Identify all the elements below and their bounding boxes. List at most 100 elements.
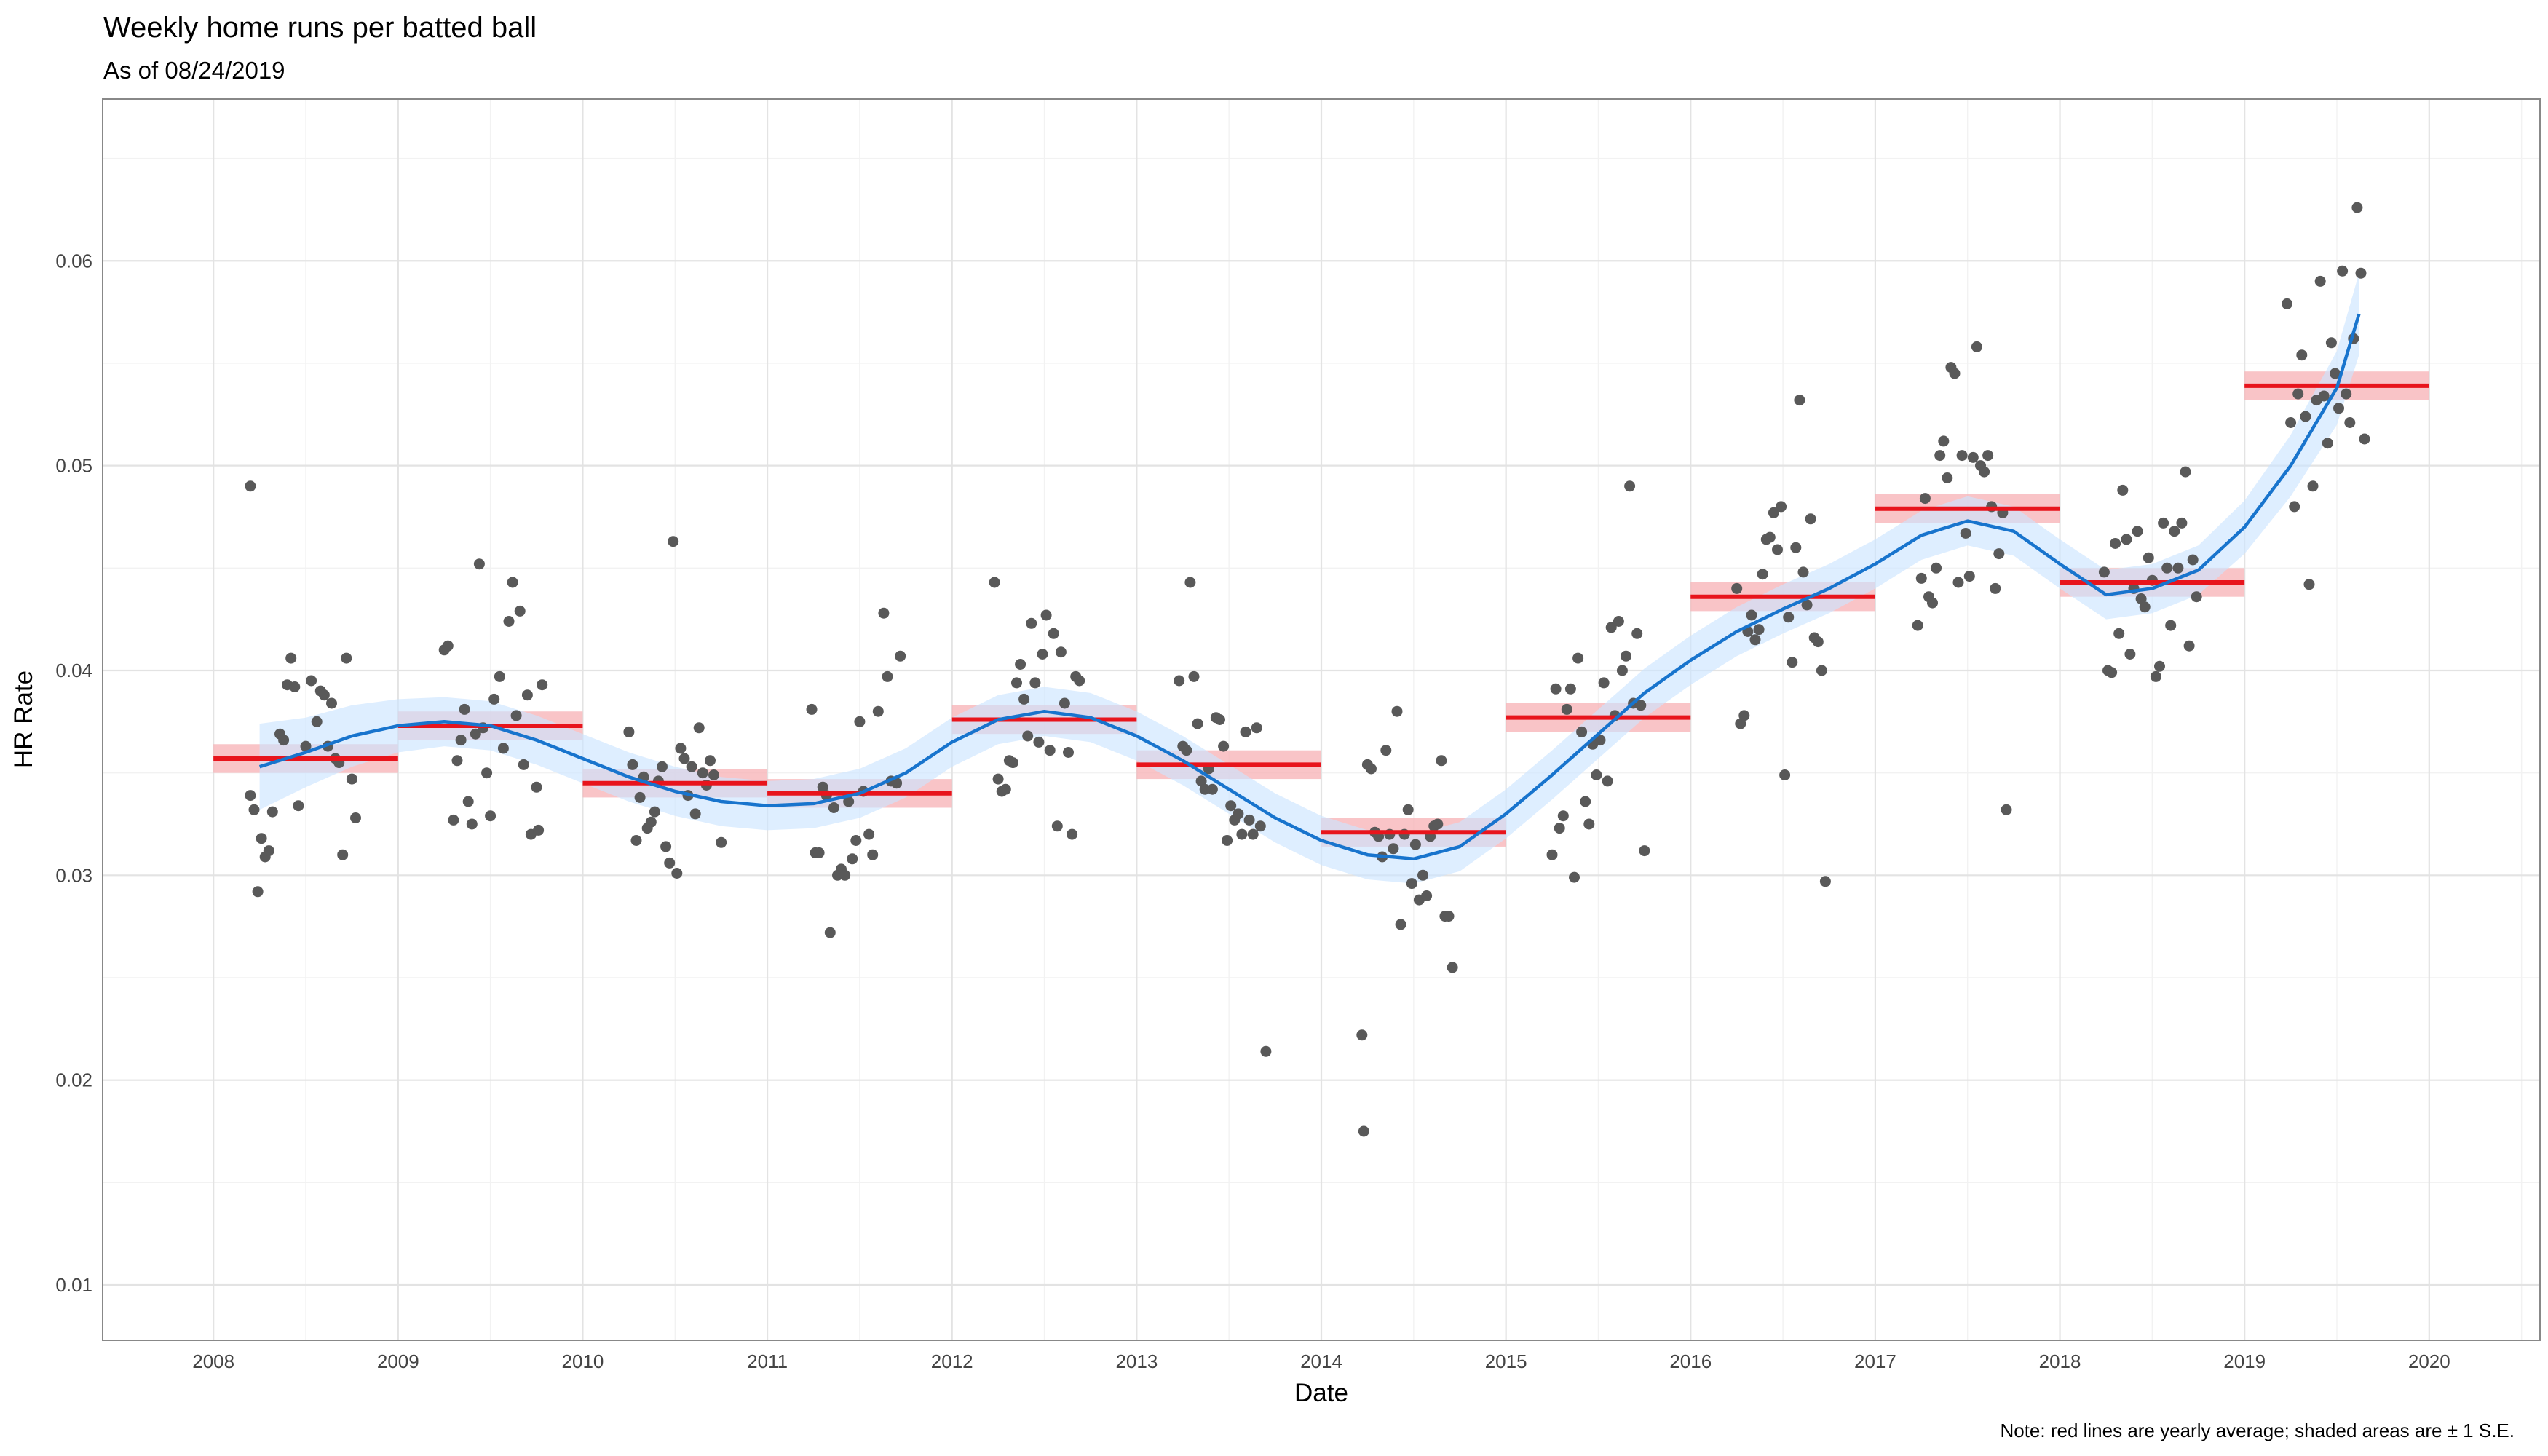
data-point (2282, 298, 2292, 309)
data-point (1572, 652, 1584, 664)
x-tick-label: 2018 (2039, 1350, 2081, 1372)
data-point (1240, 726, 1251, 737)
data-point (1192, 718, 1203, 729)
smooth-band (259, 273, 2359, 884)
x-tick-label: 2015 (1485, 1350, 1527, 1372)
data-point (1402, 804, 1414, 815)
y-tick-label: 0.02 (55, 1069, 92, 1091)
data-point (1915, 572, 1927, 584)
data-point (1960, 528, 1971, 539)
data-point (518, 759, 529, 770)
data-point (285, 652, 297, 664)
data-point (664, 857, 676, 869)
data-point (2132, 526, 2143, 537)
data-point (2344, 417, 2356, 428)
data-point (2191, 591, 2202, 603)
data-point (300, 740, 312, 752)
data-point (494, 670, 505, 682)
data-point (1000, 783, 1011, 795)
data-point (1356, 1029, 1368, 1041)
data-point (1783, 612, 1795, 623)
data-point (1174, 675, 1185, 687)
data-point (2300, 411, 2311, 422)
data-point (847, 853, 858, 865)
data-point (1236, 828, 1248, 840)
data-point (470, 728, 481, 740)
data-point (1254, 820, 1266, 832)
data-point (1963, 571, 1975, 582)
data-point (263, 845, 274, 857)
data-point (1927, 597, 1938, 609)
data-point (1011, 677, 1022, 689)
x-tick-label: 2017 (1854, 1350, 1896, 1372)
data-point (660, 841, 672, 852)
data-point (2322, 438, 2333, 449)
data-point (675, 743, 687, 754)
data-point (2110, 538, 2121, 549)
data-point (2176, 517, 2188, 529)
data-point (497, 743, 509, 754)
data-point (503, 616, 515, 627)
data-point (1222, 835, 1233, 846)
x-tick-label: 2020 (2408, 1350, 2450, 1372)
data-point (708, 769, 719, 780)
data-point (1417, 869, 1428, 881)
data-point (1026, 617, 1037, 629)
smooth-line (258, 313, 2361, 861)
data-point (1580, 796, 1591, 807)
data-point (1938, 435, 1950, 447)
data-point (1218, 740, 1230, 752)
data-point (843, 796, 855, 807)
data-point (1764, 531, 1776, 543)
data-point (462, 796, 474, 807)
data-point (1990, 582, 2001, 594)
data-point (337, 849, 349, 860)
data-point (806, 703, 818, 715)
data-point (1188, 670, 1200, 682)
data-point (1391, 705, 1403, 717)
data-point (2285, 417, 2297, 428)
data-point (537, 679, 548, 691)
data-point (1749, 634, 1761, 646)
data-point (1040, 609, 1052, 621)
data-point (521, 689, 533, 701)
data-point (1564, 683, 1576, 695)
data-point (872, 705, 884, 717)
data-point (2106, 667, 2118, 678)
data-point (2135, 593, 2147, 604)
y-tick-labels: 0.01 0.02 0.03 0.04 0.05 0.06 (55, 250, 92, 1296)
data-point (1731, 582, 1743, 594)
data-point (1735, 718, 1746, 729)
data-point (1184, 577, 1196, 588)
data-point (510, 710, 522, 721)
data-point (1195, 775, 1207, 787)
data-point (466, 818, 478, 830)
data-point (1746, 609, 1757, 621)
data-point (2150, 670, 2161, 682)
data-point (1550, 683, 1562, 695)
data-point (1409, 839, 1421, 850)
data-point (1639, 845, 1650, 857)
data-point (863, 828, 875, 840)
data-point (311, 716, 323, 727)
data-point (1768, 507, 1779, 518)
x-tick-label: 2019 (2223, 1350, 2266, 1372)
data-point (1993, 548, 2005, 560)
data-point (882, 670, 893, 682)
data-point (693, 722, 705, 734)
data-point (1621, 650, 1631, 662)
data-point (1251, 722, 1262, 734)
data-point (1561, 703, 1572, 715)
data-point (1583, 818, 1595, 830)
data-point (1243, 814, 1255, 826)
data-point (1616, 665, 1628, 676)
data-point (1432, 818, 1444, 830)
data-point (2314, 275, 2326, 287)
data-point (1388, 843, 1399, 855)
data-point (2355, 267, 2367, 279)
data-point (507, 577, 518, 588)
data-point (488, 693, 500, 705)
data-point (318, 689, 330, 701)
y-tick-label: 0.03 (55, 864, 92, 886)
data-point (1447, 962, 1458, 973)
